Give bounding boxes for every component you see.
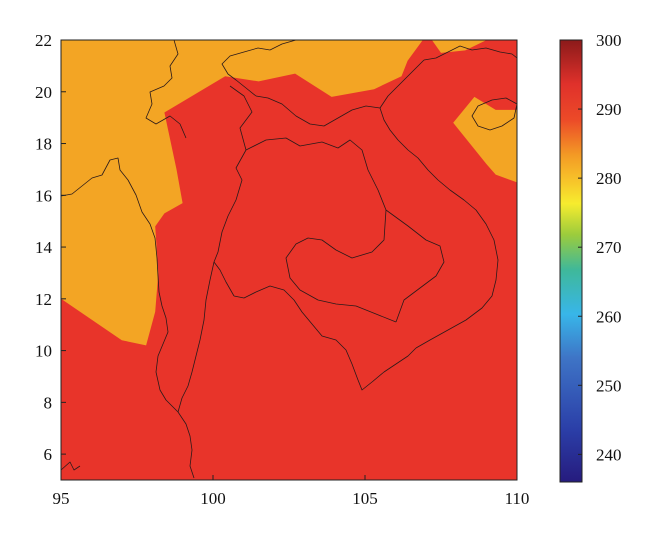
colorbar-ticks: 240 250 260 270 280 290 300 bbox=[578, 31, 622, 464]
y-axis: 6 8 10 12 14 16 18 20 22 bbox=[35, 31, 66, 464]
colorbar: 240 250 260 270 280 290 300 bbox=[559, 31, 622, 483]
colorbar-tick-label: 250 bbox=[596, 376, 622, 395]
plot-area bbox=[61, 40, 517, 480]
y-tick-label: 18 bbox=[35, 135, 52, 154]
y-tick-label: 14 bbox=[35, 238, 53, 257]
y-tick-label: 8 bbox=[44, 393, 53, 412]
x-tick-label: 100 bbox=[200, 489, 226, 508]
y-tick-label: 12 bbox=[35, 290, 52, 309]
map-outline-lines bbox=[61, 40, 517, 479]
x-tick-label: 95 bbox=[53, 489, 70, 508]
colorbar-tick-label: 300 bbox=[596, 31, 622, 50]
y-tick-label: 10 bbox=[35, 342, 52, 361]
colorbar-gradient bbox=[559, 39, 583, 483]
colorbar-tick-label: 240 bbox=[596, 445, 622, 464]
colorbar-tick-label: 260 bbox=[596, 307, 622, 326]
y-tick-label: 22 bbox=[35, 31, 52, 50]
y-tick-label: 6 bbox=[44, 445, 53, 464]
colorbar-tick-label: 270 bbox=[596, 238, 622, 257]
plot-frame bbox=[60, 39, 518, 481]
colorbar-tick-label: 290 bbox=[596, 100, 622, 119]
y-tick-label: 16 bbox=[35, 186, 52, 205]
cool-region-1 bbox=[61, 40, 423, 346]
x-axis: 95 100 105 110 bbox=[53, 475, 530, 508]
x-tick-label: 110 bbox=[505, 489, 530, 508]
y-tick-label: 20 bbox=[35, 83, 52, 102]
x-tick-label: 105 bbox=[352, 489, 378, 508]
cool-region-2 bbox=[453, 96, 517, 183]
colorbar-tick-label: 280 bbox=[596, 169, 622, 188]
